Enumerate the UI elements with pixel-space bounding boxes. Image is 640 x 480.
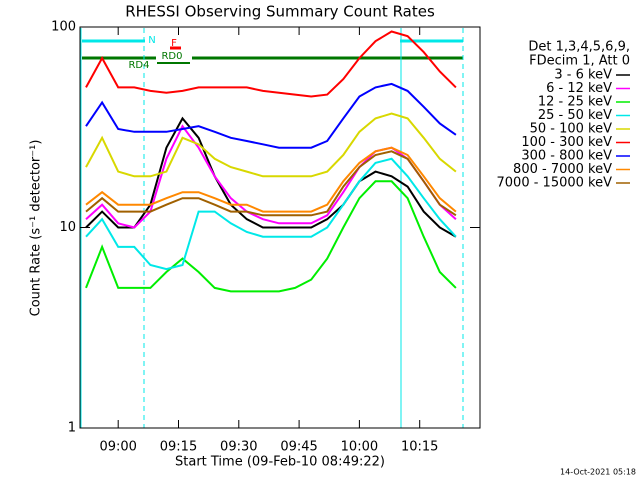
y-tick-label: 10 (59, 220, 76, 235)
legend-label: 300 - 800 keV (521, 149, 612, 164)
legend-label: 100 - 300 keV (521, 135, 612, 150)
series-line (85, 30, 457, 98)
timestamp: 14-Oct-2021 05:18 (560, 468, 636, 477)
legend-label: 25 - 50 keV (538, 108, 612, 123)
x-axis-label: Start Time (09-Feb-10 08:49:22) (175, 455, 385, 470)
x-tick-label: 09:45 (280, 440, 317, 455)
series-line (85, 146, 457, 213)
legend-label: 50 - 100 keV (530, 122, 613, 137)
legend-header: Det 1,3,4,5,6,9, (528, 40, 630, 55)
annotation: RD0 (161, 51, 182, 62)
x-tick-label: 09:15 (160, 440, 197, 455)
legend-label: 7000 - 15000 keV (497, 176, 613, 191)
legend-label: 800 - 7000 keV (513, 162, 612, 177)
chart-title: RHESSI Observing Summary Count Rates (125, 3, 435, 21)
series-line (85, 116, 457, 238)
plot-area (85, 30, 457, 293)
annotation: N (148, 35, 155, 46)
series-line (85, 112, 457, 178)
y-tick-label: 100 (51, 20, 76, 35)
x-tick-label: 09:00 (99, 440, 136, 455)
y-axis-label: Count Rate (s⁻¹ detector⁻¹) (29, 140, 44, 317)
annotation: RD4 (128, 60, 149, 71)
x-tick-label: 10:15 (401, 440, 438, 455)
y-tick-label: 1 (68, 421, 76, 436)
x-tick-label: 10:00 (341, 440, 378, 455)
legend-label: 3 - 6 keV (554, 68, 612, 83)
legend-header: FDecim 1, Att 0 (529, 54, 630, 69)
series-line (85, 150, 457, 217)
x-tick-label: 09:30 (220, 440, 257, 455)
legend-label: 12 - 25 keV (538, 95, 612, 110)
series-line (85, 82, 457, 149)
series-line (85, 180, 457, 293)
series-line (85, 157, 457, 271)
legend-label: 6 - 12 keV (546, 81, 612, 96)
annotation: F (171, 38, 177, 49)
